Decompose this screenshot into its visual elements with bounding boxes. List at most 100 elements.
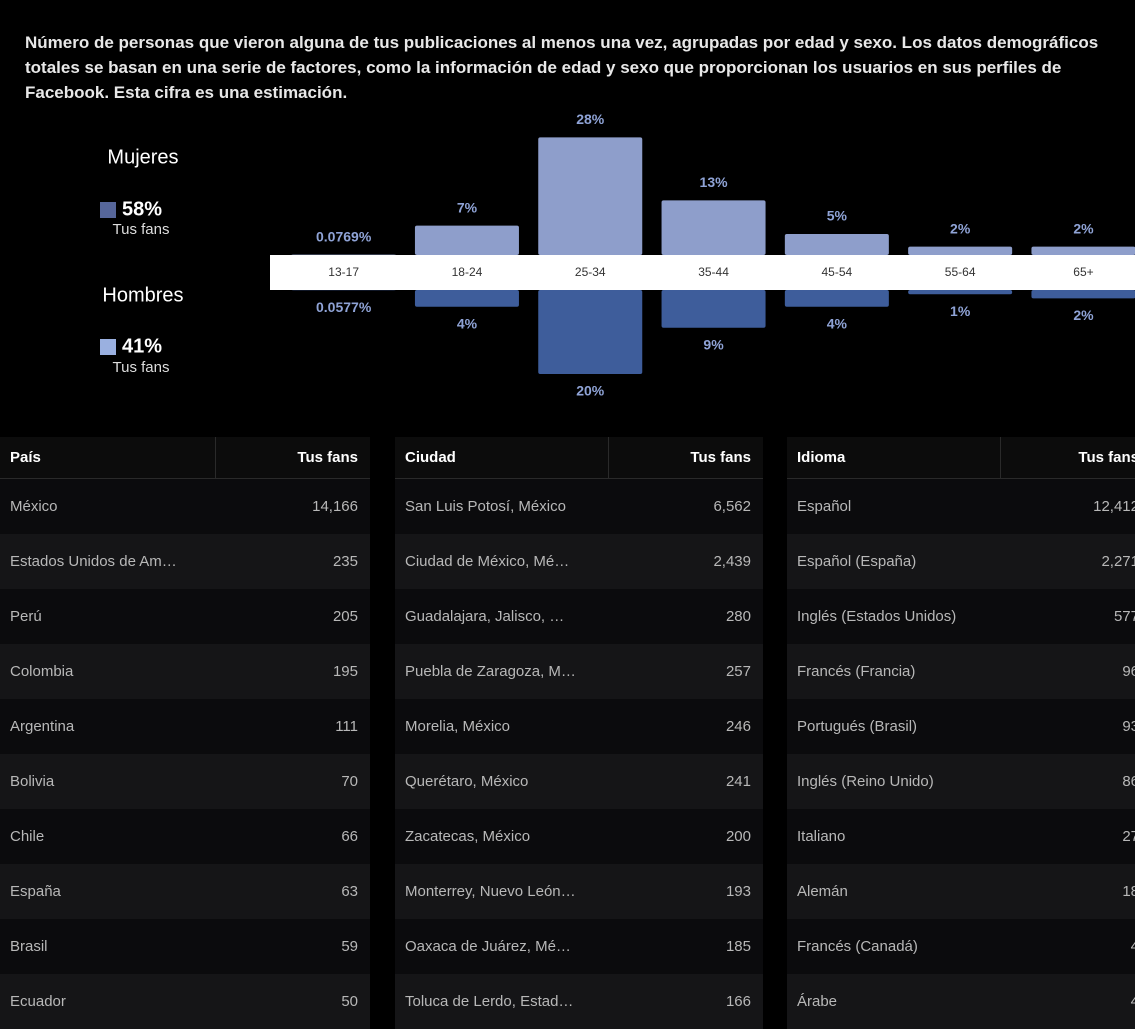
header-cell: Ciudad xyxy=(405,449,456,466)
bar xyxy=(784,234,889,255)
cell: Querétaro, México xyxy=(405,773,529,790)
table-row: Bolivia 70 xyxy=(0,754,370,809)
cell: Estados Unidos de Am… xyxy=(10,553,177,570)
cell: 27 xyxy=(1122,828,1135,845)
cell: Ciudad de México, Mé… xyxy=(405,553,570,570)
bar-label: 0.0577% xyxy=(316,299,372,315)
cell: 96 xyxy=(1122,663,1135,680)
bar-label: 9% xyxy=(703,337,724,353)
cell: Toluca de Lerdo, Estad… xyxy=(405,993,574,1010)
cell: 185 xyxy=(725,938,751,955)
bar-label: 5% xyxy=(827,208,848,224)
cell: Español xyxy=(797,498,852,515)
cell: 111 xyxy=(335,718,358,735)
cell: 66 xyxy=(341,828,358,845)
cell: 12,412 xyxy=(1093,498,1135,515)
cell: Inglés (Estados Unidos) xyxy=(797,608,957,625)
table-row: Chile 66 xyxy=(0,809,370,864)
legend-name: Mujeres xyxy=(107,146,178,168)
cell: 4 xyxy=(1130,938,1135,955)
bar-label: 28% xyxy=(576,111,605,127)
cell: 2,271 xyxy=(1101,553,1135,570)
bar-label: 0.0769% xyxy=(316,228,372,244)
table-row: Inglés (Reino Unido) 86 xyxy=(787,754,1135,809)
header-cell: Tus fans xyxy=(297,449,358,466)
cell: 93 xyxy=(1122,718,1135,735)
cell: Bolivia xyxy=(10,773,55,790)
cell: 2,439 xyxy=(713,553,751,570)
table-row: Árabe 4 xyxy=(787,974,1135,1029)
table-row: Alemán 18 xyxy=(787,864,1135,919)
header-cell: Tus fans xyxy=(690,449,751,466)
table-row: Inglés (Estados Unidos) 577 xyxy=(787,589,1135,644)
cell: Colombia xyxy=(10,663,74,680)
cell: 18 xyxy=(1122,883,1135,900)
bar-label: 1% xyxy=(950,303,971,319)
table-row: Monterrey, Nuevo León… 193 xyxy=(395,864,763,919)
cell: Portugués (Brasil) xyxy=(797,718,918,735)
cell: 59 xyxy=(341,938,358,955)
header-cell: País xyxy=(10,449,41,466)
cell: 6,562 xyxy=(713,498,751,515)
bar xyxy=(661,290,766,328)
header-divider xyxy=(1000,437,1001,478)
table-row: Argentina 111 xyxy=(0,699,370,754)
cell: 246 xyxy=(725,718,751,735)
cell: Francés (Francia) xyxy=(797,663,916,680)
legend-swatch xyxy=(100,339,116,355)
cell: 193 xyxy=(725,883,751,900)
cell: Chile xyxy=(10,828,45,845)
table-header: País Tus fans xyxy=(0,437,370,479)
bar xyxy=(661,200,766,255)
header-cell: Tus fans xyxy=(1078,449,1135,466)
legend-total: 41% xyxy=(122,335,162,357)
bar-label: 13% xyxy=(700,174,729,190)
cell: México xyxy=(10,498,58,515)
table-row: México 14,166 xyxy=(0,479,370,534)
cell: 200 xyxy=(725,828,751,845)
table-row: Zacatecas, México 200 xyxy=(395,809,763,864)
table-row: Oaxaca de Juárez, Mé… 185 xyxy=(395,919,763,974)
cell: Árabe xyxy=(797,993,838,1010)
table-row: Toluca de Lerdo, Estad… 166 xyxy=(395,974,763,1029)
age-label: 55-64 xyxy=(945,265,976,279)
legend-caption: Tus fans xyxy=(113,221,170,238)
table-row: Portugués (Brasil) 93 xyxy=(787,699,1135,754)
cell: Oaxaca de Juárez, Mé… xyxy=(405,938,571,955)
bar xyxy=(1031,290,1135,299)
table-row: Colombia 195 xyxy=(0,644,370,699)
cell: 14,166 xyxy=(312,498,358,515)
table-row: Español (España) 2,271 xyxy=(787,534,1135,589)
bar-label: 7% xyxy=(457,199,478,215)
legend-total: 58% xyxy=(122,198,162,220)
table-row: Perú 205 xyxy=(0,589,370,644)
cell: Francés (Canadá) xyxy=(797,938,918,955)
table: Ciudad Tus fans San Luis Potosí, México 6,5… xyxy=(395,437,763,1029)
bar-label: 20% xyxy=(576,383,605,399)
cell: Puebla de Zaragoza, M… xyxy=(405,663,576,680)
table-row: Estados Unidos de Am… 235 xyxy=(0,534,370,589)
cell: Zacatecas, México xyxy=(405,828,531,845)
bar xyxy=(1031,246,1135,255)
bar xyxy=(414,225,519,255)
header-divider xyxy=(215,437,216,478)
cell: Español (España) xyxy=(797,553,917,570)
table-row: Morelia, México 246 xyxy=(395,699,763,754)
cell: Perú xyxy=(10,608,42,625)
table-row: Italiano 27 xyxy=(787,809,1135,864)
bar xyxy=(908,290,1013,295)
table-row: España 63 xyxy=(0,864,370,919)
bar-label: 2% xyxy=(1073,220,1094,236)
bar xyxy=(784,290,889,307)
cell: 577 xyxy=(1113,608,1135,625)
table-row: Francés (Francia) 96 xyxy=(787,644,1135,699)
table-row: Ecuador 50 xyxy=(0,974,370,1029)
table-row: Querétaro, México 241 xyxy=(395,754,763,809)
table: País Tus fans México 14,166 Estados Unidos d… xyxy=(0,437,370,1029)
bar xyxy=(538,290,643,374)
table-row: Guadalajara, Jalisco, … 280 xyxy=(395,589,763,644)
table-header: Idioma Tus fans xyxy=(787,437,1135,479)
table-row: Francés (Canadá) 4 xyxy=(787,919,1135,974)
bar-label: 4% xyxy=(827,316,848,332)
legend-swatch xyxy=(100,202,116,218)
